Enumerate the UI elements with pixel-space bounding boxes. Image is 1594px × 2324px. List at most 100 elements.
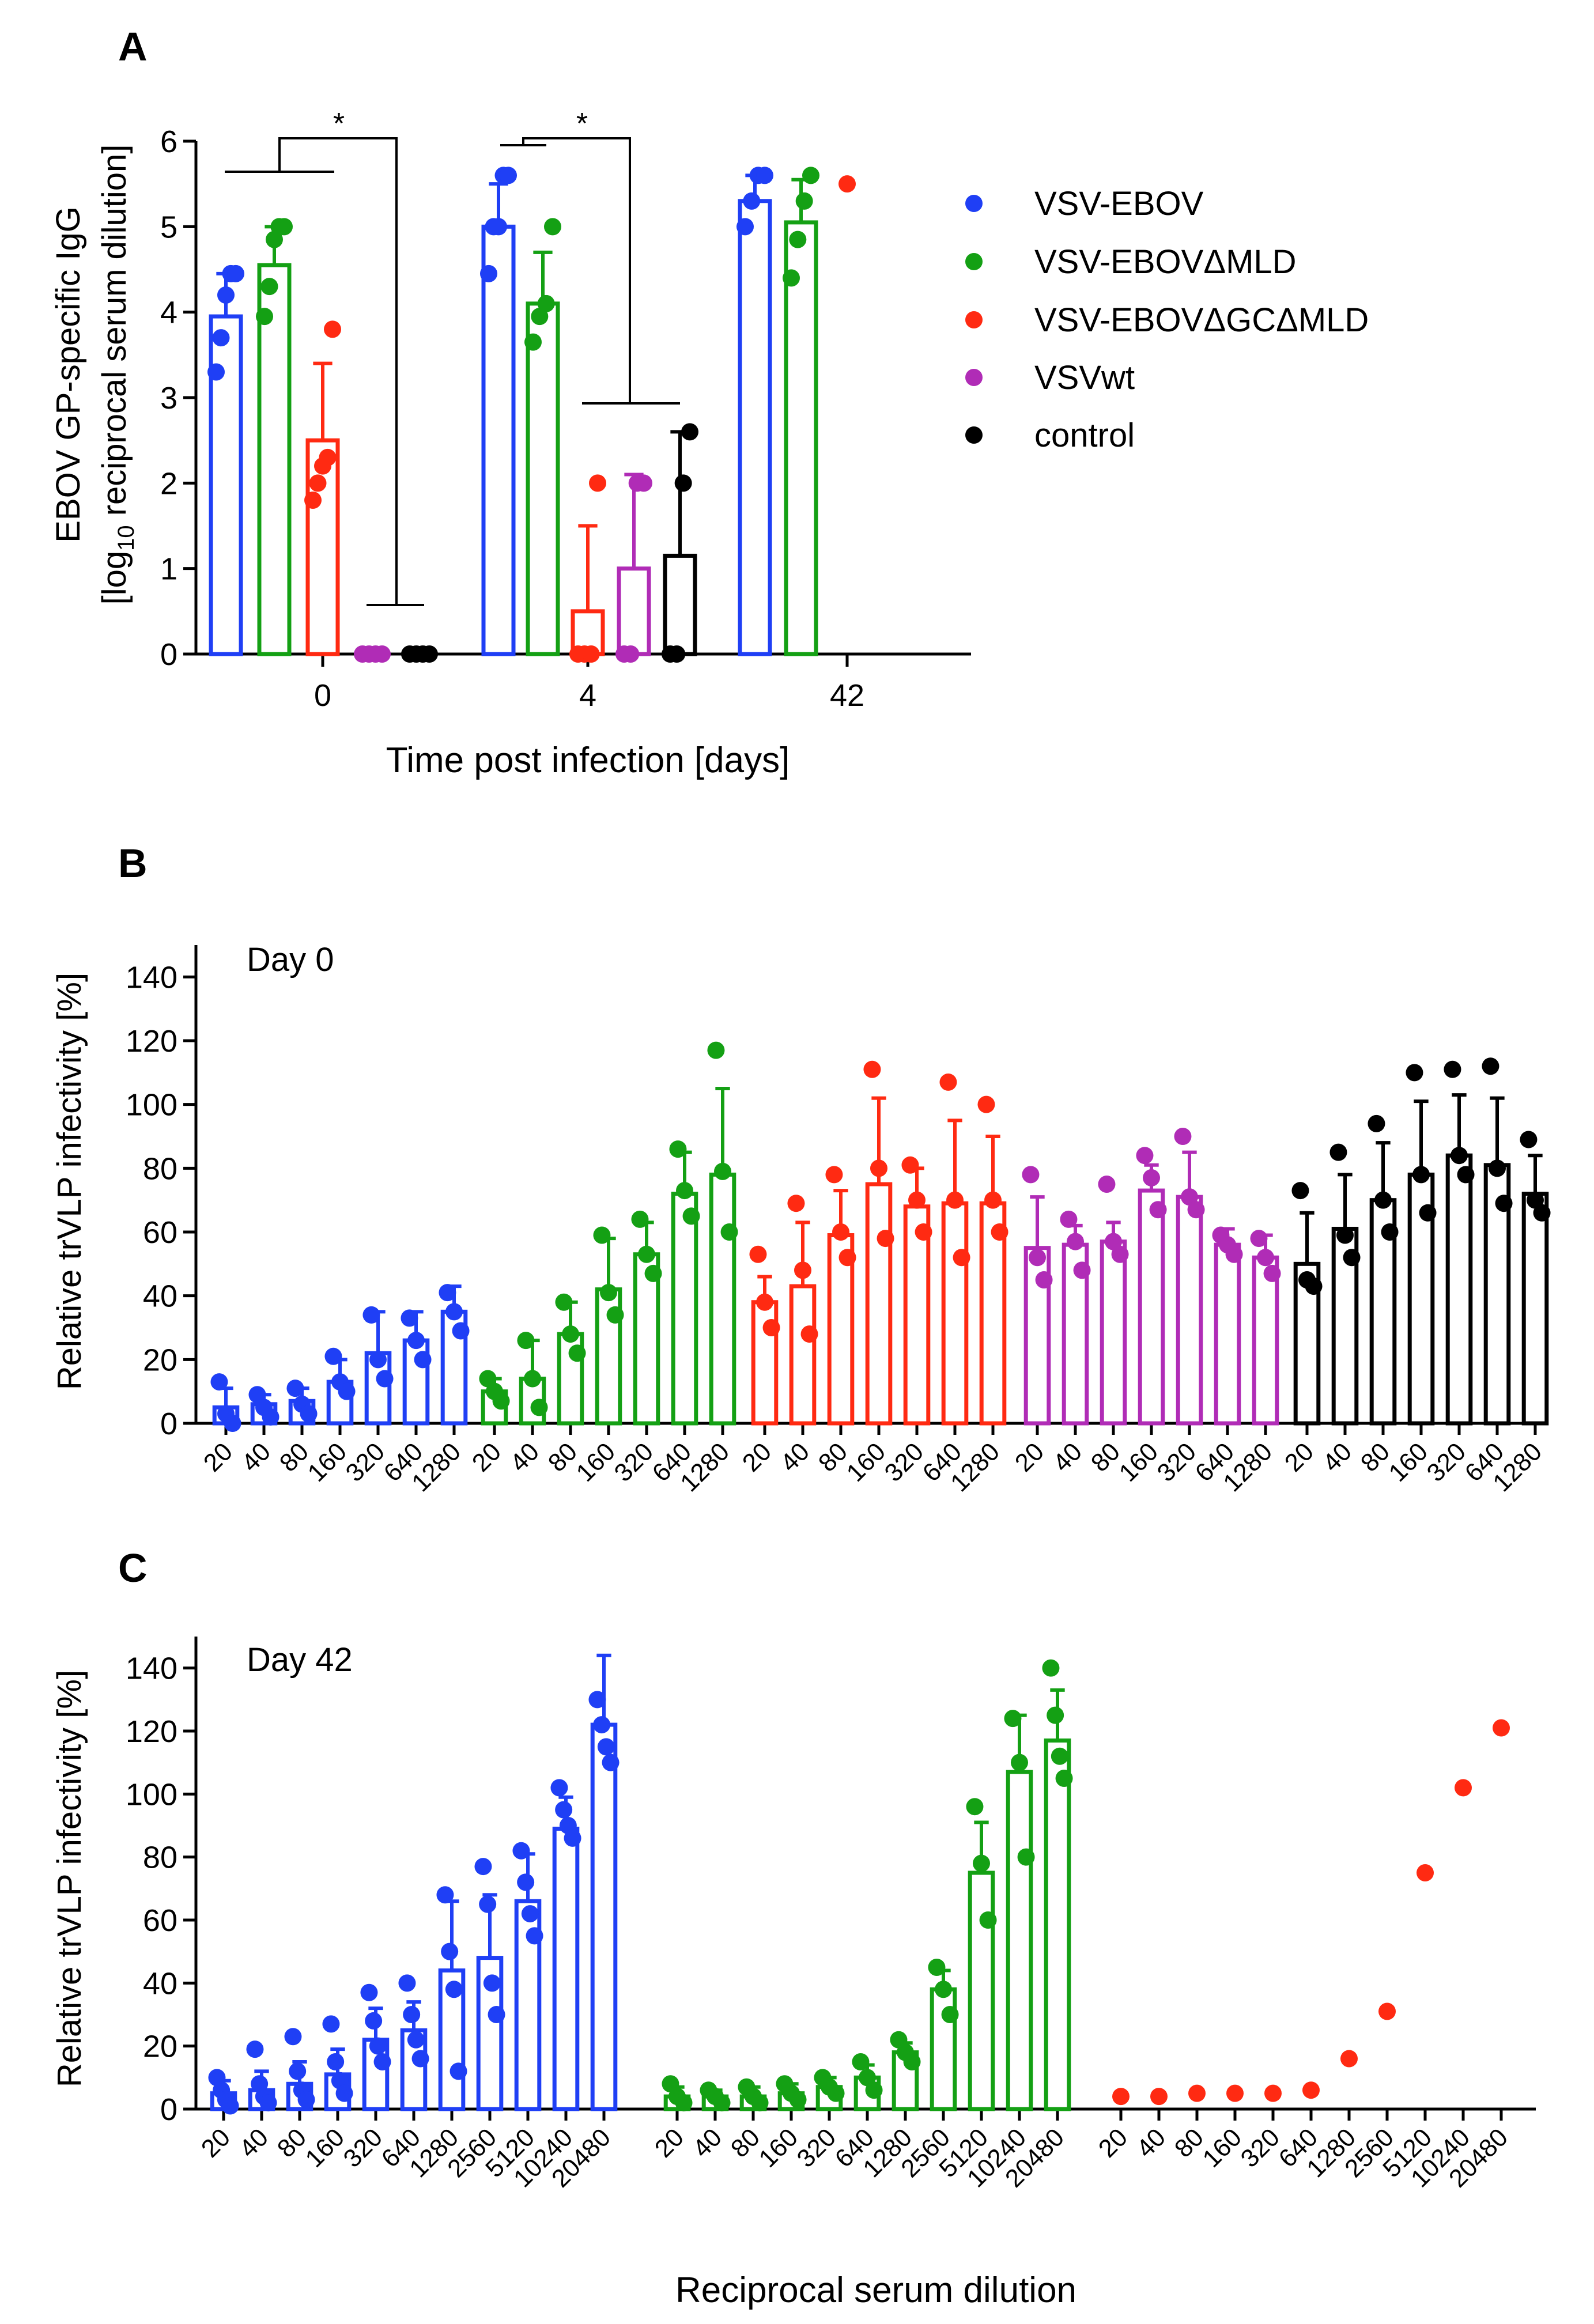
data-point-a-vsv-ebov-day0 xyxy=(227,264,244,282)
y-tick-label-c: 120 xyxy=(126,1714,177,1749)
data-point-a-control-day4 xyxy=(681,423,698,441)
data-point-b-vsv-ebov-80 xyxy=(300,1405,318,1423)
data-point-b-vsv-ebov-mld-40 xyxy=(517,1332,535,1350)
data-point-b-vsv-ebov-gc-mld-20 xyxy=(756,1293,773,1311)
data-point-a-vsv-ebov-gc-mld-day0 xyxy=(304,492,322,509)
data-point-c-vsv-ebov-mld-160 xyxy=(789,2091,807,2108)
data-point-a-vsv-ebov-mld-day0 xyxy=(260,278,278,296)
data-point-b-control-20 xyxy=(1305,1278,1323,1295)
data-point-b-vsv-ebov-20 xyxy=(224,1415,241,1432)
y-tick-label-b: 80 xyxy=(143,1151,177,1186)
legend-marker-control xyxy=(965,426,983,444)
data-point-c-vsv-ebov-gc-mld-1280 xyxy=(1340,2050,1358,2068)
data-point-b-vsv-ebov-160 xyxy=(324,1347,342,1365)
data-point-a-vsv-ebov-mld-day4 xyxy=(524,333,542,351)
data-point-b-control-40 xyxy=(1329,1143,1347,1161)
data-point-b-vsv-ebov-mld-80 xyxy=(562,1325,579,1343)
data-point-c-vsv-ebov-gc-mld-320 xyxy=(1264,2084,1282,2102)
data-point-b-vsv-ebov-80 xyxy=(286,1380,304,1397)
data-point-b-control-1280 xyxy=(1520,1131,1538,1148)
data-point-c-vsv-ebov-320 xyxy=(369,2037,387,2055)
data-point-c-vsv-ebov-gc-mld-20480 xyxy=(1493,1719,1510,1737)
data-point-c-vsv-ebov-40 xyxy=(246,2040,264,2058)
data-point-b-vsv-ebov-gc-mld-20 xyxy=(762,1319,780,1336)
data-point-c-vsv-ebov-40 xyxy=(259,2094,277,2112)
data-point-c-vsv-ebov-2560 xyxy=(488,2006,505,2023)
data-point-b-vsvwt-80 xyxy=(1098,1176,1116,1193)
data-point-c-vsv-ebov-mld-20480 xyxy=(1047,1706,1064,1724)
data-point-b-vsv-ebov-gc-mld-640 xyxy=(953,1249,970,1267)
data-point-b-vsv-ebov-gc-mld-40 xyxy=(794,1261,811,1279)
data-point-b-control-160 xyxy=(1406,1064,1423,1082)
data-point-a-vsv-ebov-day0 xyxy=(207,363,225,381)
data-point-a-vsvwt-day4 xyxy=(635,474,652,492)
data-point-c-vsv-ebov-1280 xyxy=(445,1981,463,1998)
data-point-a-vsv-ebov-mld-day42 xyxy=(789,230,807,248)
data-point-c-vsv-ebov-640 xyxy=(403,2006,421,2023)
data-point-c-vsv-ebov-mld-20480 xyxy=(1055,1770,1073,1787)
legend: VSV-EBOV VSV-EBOVΔMLD VSV-EBOVΔGCΔMLD VS… xyxy=(965,185,1369,454)
data-point-b-vsvwt-160 xyxy=(1149,1201,1167,1219)
legend-marker-vsvwt xyxy=(965,369,983,386)
data-point-a-vsv-ebov-mld-day42 xyxy=(802,167,819,184)
data-point-c-vsv-ebov-mld-1280 xyxy=(903,2053,921,2070)
data-point-b-vsv-ebov-mld-640 xyxy=(676,1182,693,1200)
panel-a-sig-star-day0: * xyxy=(333,107,345,141)
data-point-c-vsv-ebov-mld-2560 xyxy=(941,2006,959,2023)
data-point-a-vsv-ebov-gc-mld-day42 xyxy=(838,175,856,193)
data-point-c-vsv-ebov-gc-mld-160 xyxy=(1226,2084,1244,2102)
data-point-b-vsv-ebov-1280 xyxy=(452,1322,470,1340)
data-point-b-vsv-ebov-320 xyxy=(376,1370,394,1388)
data-point-c-vsv-ebov-2560 xyxy=(479,1895,497,1913)
data-point-b-control-20 xyxy=(1291,1182,1309,1200)
data-point-b-vsv-ebov-gc-mld-320 xyxy=(908,1191,926,1209)
data-point-c-vsv-ebov-5120 xyxy=(526,1927,543,1945)
panel-c-annotation: Day 42 xyxy=(247,1641,353,1679)
y-tick-label-b: 60 xyxy=(143,1215,177,1250)
data-point-b-vsv-ebov-mld-80 xyxy=(568,1344,586,1362)
data-point-a-vsv-ebov-mld-day42 xyxy=(783,269,800,287)
data-point-b-control-160 xyxy=(1412,1166,1430,1184)
data-point-b-vsv-ebov-40 xyxy=(262,1408,279,1426)
data-point-b-vsv-ebov-20 xyxy=(210,1373,228,1391)
legend-marker-vsv-ebov-dgc-dmld xyxy=(965,311,983,328)
data-point-a-vsv-ebov-gc-mld-day4 xyxy=(582,645,600,663)
data-point-b-vsv-ebov-640 xyxy=(414,1351,432,1369)
bracket-day0-stem xyxy=(278,137,398,605)
data-point-b-vsvwt-80 xyxy=(1111,1245,1129,1263)
panel-b-ylabel: Relative trVLP infectivity [%] xyxy=(51,973,88,1390)
y-tick-label-b: 120 xyxy=(126,1024,177,1059)
significance-brackets xyxy=(225,137,680,606)
data-point-c-vsv-ebov-2560 xyxy=(483,1974,501,1992)
data-point-b-vsvwt-20 xyxy=(1029,1249,1046,1267)
panel-c-ylabel: Relative trVLP infectivity [%] xyxy=(51,1670,88,2087)
data-point-b-vsv-ebov-gc-mld-320 xyxy=(901,1156,919,1174)
data-point-b-control-320 xyxy=(1457,1166,1475,1184)
data-point-c-vsv-ebov-gc-mld-640 xyxy=(1302,2081,1320,2099)
data-point-c-vsv-ebov-mld-640 xyxy=(865,2081,883,2099)
data-point-b-vsv-ebov-gc-mld-1280 xyxy=(977,1095,995,1113)
y-tick-label-b: 140 xyxy=(126,960,177,995)
data-point-c-vsv-ebov-1280 xyxy=(436,1886,454,1904)
data-point-c-vsv-ebov-mld-2560 xyxy=(928,1959,946,1976)
data-point-b-vsvwt-1280 xyxy=(1257,1249,1274,1267)
data-point-c-vsv-ebov-5120 xyxy=(512,1842,530,1860)
data-point-c-vsv-ebov-1280 xyxy=(441,1943,459,1960)
data-point-c-vsv-ebov-mld-5120 xyxy=(979,1911,997,1929)
data-point-c-vsv-ebov-160 xyxy=(322,2015,340,2033)
legend-label-vsv-ebov-dmld: VSV-EBOVΔMLD xyxy=(1034,243,1297,281)
data-point-c-vsv-ebov-20480 xyxy=(602,1754,620,1771)
data-point-b-vsvwt-40 xyxy=(1060,1210,1078,1228)
data-point-c-vsv-ebov-640 xyxy=(411,2050,429,2068)
panel-a-sig-star-day4: * xyxy=(576,107,588,141)
panel-letter-a: A xyxy=(118,24,148,69)
data-point-b-vsv-ebov-gc-mld-80 xyxy=(838,1249,856,1267)
data-point-a-vsv-ebov-gc-mld-day0 xyxy=(309,474,327,492)
data-point-b-vsv-ebov-gc-mld-1280 xyxy=(991,1223,1008,1241)
data-point-b-vsv-ebov-gc-mld-160 xyxy=(877,1230,894,1248)
data-point-c-vsv-ebov-mld-80 xyxy=(751,2094,769,2112)
panel-c-xlabel: Reciprocal serum dilution xyxy=(675,2270,1076,2310)
data-point-b-vsvwt-640 xyxy=(1225,1245,1243,1263)
data-point-b-vsv-ebov-gc-mld-20 xyxy=(749,1245,767,1263)
